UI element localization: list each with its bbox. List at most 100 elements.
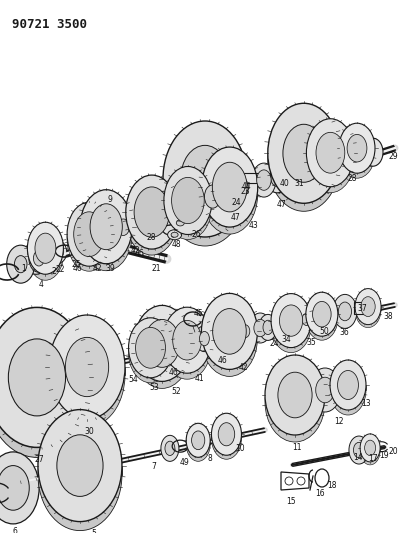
Text: 23: 23 (240, 187, 250, 196)
Ellipse shape (363, 138, 383, 166)
Ellipse shape (126, 181, 178, 255)
Ellipse shape (211, 413, 242, 455)
Text: 50: 50 (320, 327, 329, 336)
Ellipse shape (268, 103, 340, 203)
Text: 42: 42 (239, 363, 248, 372)
Ellipse shape (365, 440, 376, 456)
Text: 49: 49 (179, 458, 189, 467)
Ellipse shape (0, 308, 89, 447)
Ellipse shape (67, 202, 111, 266)
Ellipse shape (213, 162, 247, 212)
Ellipse shape (165, 441, 175, 456)
Ellipse shape (252, 163, 276, 197)
Ellipse shape (309, 368, 341, 412)
Text: 47: 47 (277, 199, 287, 208)
Ellipse shape (349, 436, 369, 464)
Ellipse shape (211, 417, 242, 459)
Ellipse shape (126, 175, 178, 249)
Ellipse shape (49, 315, 125, 419)
Ellipse shape (268, 111, 340, 211)
Ellipse shape (213, 309, 246, 354)
Text: 43: 43 (249, 221, 259, 230)
Text: 42: 42 (131, 246, 141, 255)
Ellipse shape (135, 346, 146, 361)
Text: 41: 41 (194, 374, 204, 383)
Ellipse shape (306, 292, 338, 336)
Ellipse shape (361, 297, 375, 317)
Ellipse shape (249, 313, 271, 343)
Ellipse shape (128, 323, 173, 383)
Text: 29: 29 (388, 152, 398, 161)
Text: 18: 18 (327, 481, 337, 490)
Ellipse shape (181, 146, 229, 213)
Ellipse shape (259, 314, 277, 341)
Text: 5: 5 (92, 529, 97, 533)
Ellipse shape (338, 370, 358, 400)
Ellipse shape (347, 134, 367, 162)
Text: 16: 16 (315, 489, 325, 498)
Text: 19: 19 (379, 451, 389, 461)
Ellipse shape (186, 423, 210, 457)
Text: 14: 14 (353, 454, 363, 463)
Text: 13: 13 (361, 399, 371, 408)
Ellipse shape (191, 431, 205, 450)
Ellipse shape (338, 302, 351, 321)
Ellipse shape (29, 244, 49, 272)
Text: 30: 30 (84, 426, 94, 435)
Ellipse shape (164, 172, 212, 239)
Text: 7: 7 (152, 462, 156, 471)
Ellipse shape (240, 325, 250, 338)
Text: 17: 17 (368, 454, 378, 463)
Ellipse shape (278, 372, 312, 418)
Ellipse shape (0, 317, 89, 457)
Ellipse shape (57, 435, 103, 496)
Ellipse shape (74, 212, 105, 256)
Ellipse shape (316, 377, 334, 403)
Ellipse shape (164, 166, 212, 235)
Text: 47: 47 (230, 213, 240, 222)
Ellipse shape (333, 294, 357, 328)
Text: 22: 22 (56, 265, 65, 274)
Ellipse shape (80, 197, 132, 271)
Ellipse shape (355, 292, 381, 328)
Text: 46: 46 (217, 356, 227, 365)
Ellipse shape (7, 245, 35, 283)
Ellipse shape (131, 340, 151, 368)
Text: 46: 46 (73, 264, 82, 273)
Ellipse shape (271, 298, 311, 353)
Ellipse shape (202, 147, 258, 227)
Ellipse shape (236, 319, 254, 343)
Text: 31: 31 (295, 179, 304, 188)
Ellipse shape (163, 313, 211, 379)
Text: 21: 21 (152, 264, 161, 273)
Ellipse shape (196, 326, 213, 352)
Text: 45: 45 (194, 309, 204, 318)
Text: 40: 40 (280, 179, 289, 188)
Ellipse shape (263, 320, 273, 335)
Ellipse shape (313, 302, 331, 327)
Ellipse shape (176, 220, 184, 226)
Text: 24: 24 (269, 338, 279, 348)
Text: 90721 3500: 90721 3500 (12, 18, 87, 31)
Ellipse shape (29, 248, 42, 266)
Text: 10: 10 (236, 444, 245, 453)
Text: 35: 35 (306, 338, 316, 347)
Text: 2: 2 (52, 267, 56, 276)
Ellipse shape (67, 207, 111, 271)
Text: 37: 37 (357, 304, 367, 313)
Ellipse shape (360, 437, 380, 465)
Ellipse shape (15, 256, 27, 273)
Ellipse shape (299, 309, 314, 330)
Ellipse shape (271, 169, 284, 187)
Ellipse shape (80, 190, 132, 264)
Text: 11: 11 (292, 442, 302, 451)
Text: 24: 24 (232, 198, 242, 207)
Ellipse shape (306, 296, 338, 340)
Ellipse shape (72, 227, 91, 255)
Text: 20: 20 (389, 447, 398, 456)
Ellipse shape (218, 423, 235, 446)
Ellipse shape (112, 212, 134, 242)
Ellipse shape (360, 434, 380, 462)
Ellipse shape (202, 301, 257, 376)
Ellipse shape (117, 219, 129, 236)
